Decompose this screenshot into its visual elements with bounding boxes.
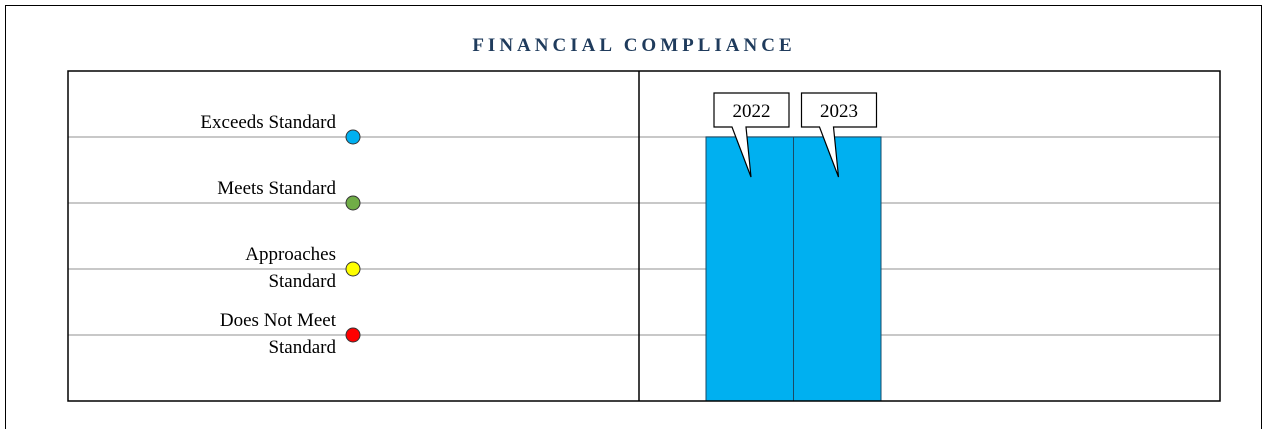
y-tick-label: Exceeds Standard [200,112,336,133]
y-tick-label: Approaches Standard [245,244,336,292]
bar [705,136,794,402]
level-dot [345,129,361,145]
level-dot [345,261,361,277]
chart-title: FINANCIAL COMPLIANCE [472,35,795,56]
panel-border [5,5,1262,429]
y-tick-label: Meets Standard [217,178,336,199]
bar [793,136,882,402]
plot-border [67,70,1221,402]
y-tick-label: Does Not Meet Standard [219,310,336,358]
x-tick-label: 2023 [820,101,858,122]
level-dot [345,327,361,343]
level-dot [345,195,361,211]
callout [800,92,878,178]
callout [713,92,790,178]
x-tick-label: 2022 [733,101,771,122]
